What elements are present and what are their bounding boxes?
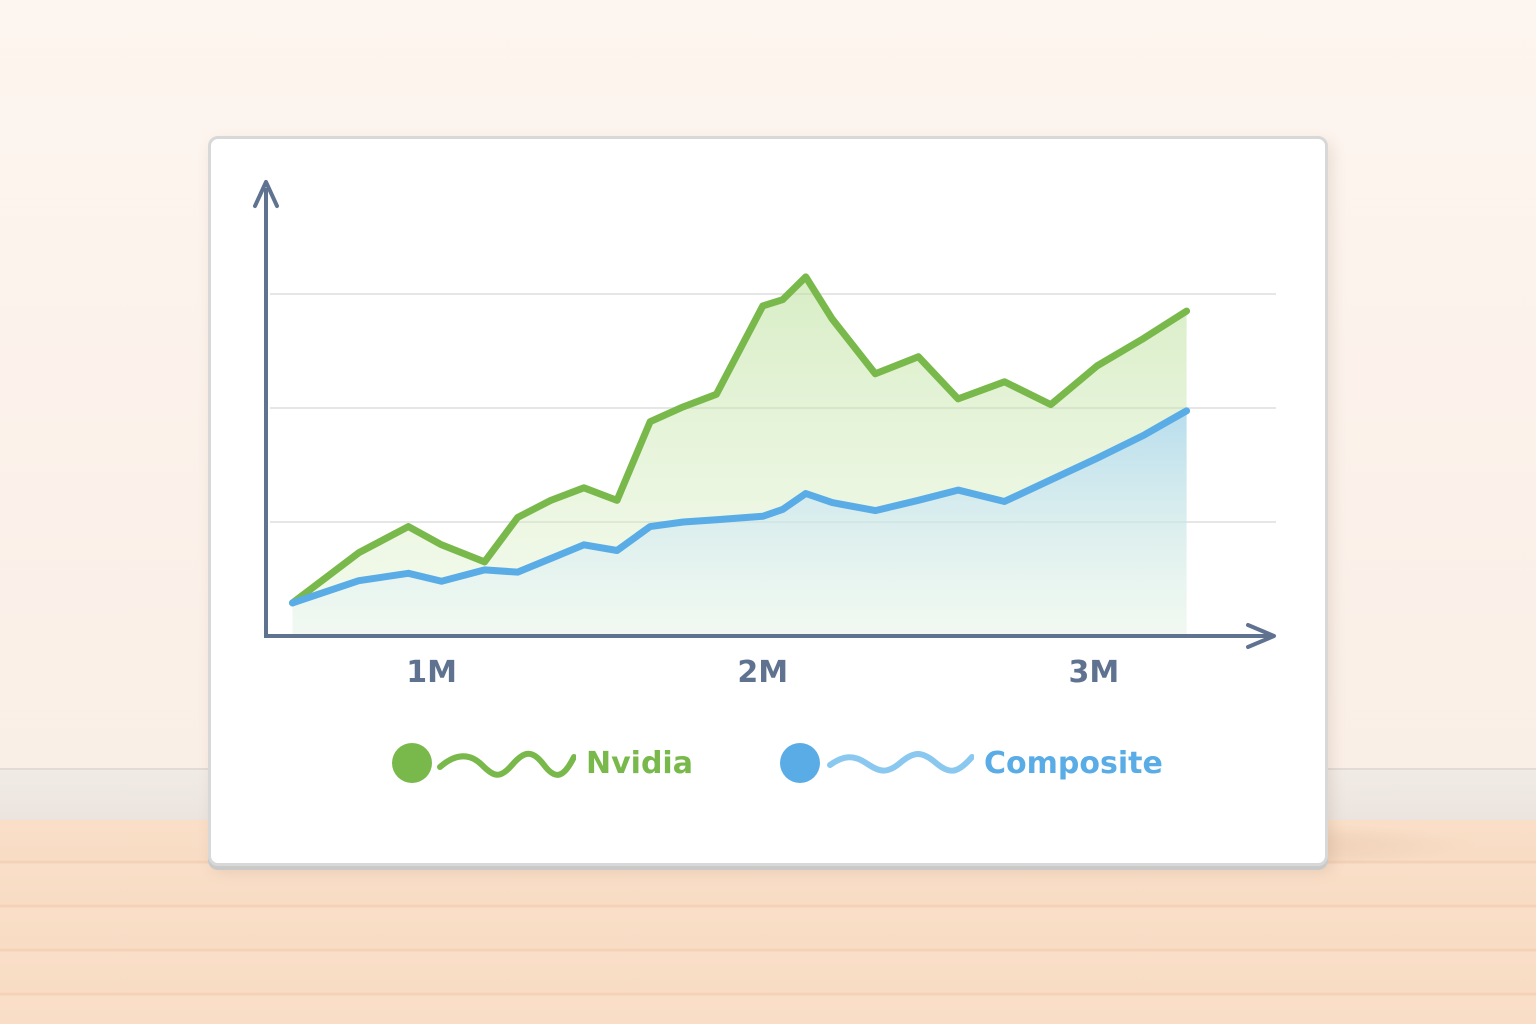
legend-dot-composite [780,743,820,783]
x-tick-label: 3M [1069,655,1120,690]
series-line-composite [288,407,1191,607]
x-tick-label: 1M [406,655,457,690]
legend-item-composite: Composite [780,738,1163,788]
x-axis-arrowhead [1246,623,1276,649]
legend-item-nvidia: Nvidia [392,738,693,788]
x-tick-label: 2M [737,655,788,690]
legend-wave-nvidia [437,750,576,778]
legend-wave-composite [827,751,974,774]
series-line-nvidia [288,273,1191,607]
legend-dot-nvidia [392,743,432,783]
area-fill-composite [292,410,1187,636]
legend-label-nvidia: Nvidia [586,745,693,781]
legend-label-composite: Composite [984,745,1163,781]
y-axis-arrowhead [253,180,279,208]
